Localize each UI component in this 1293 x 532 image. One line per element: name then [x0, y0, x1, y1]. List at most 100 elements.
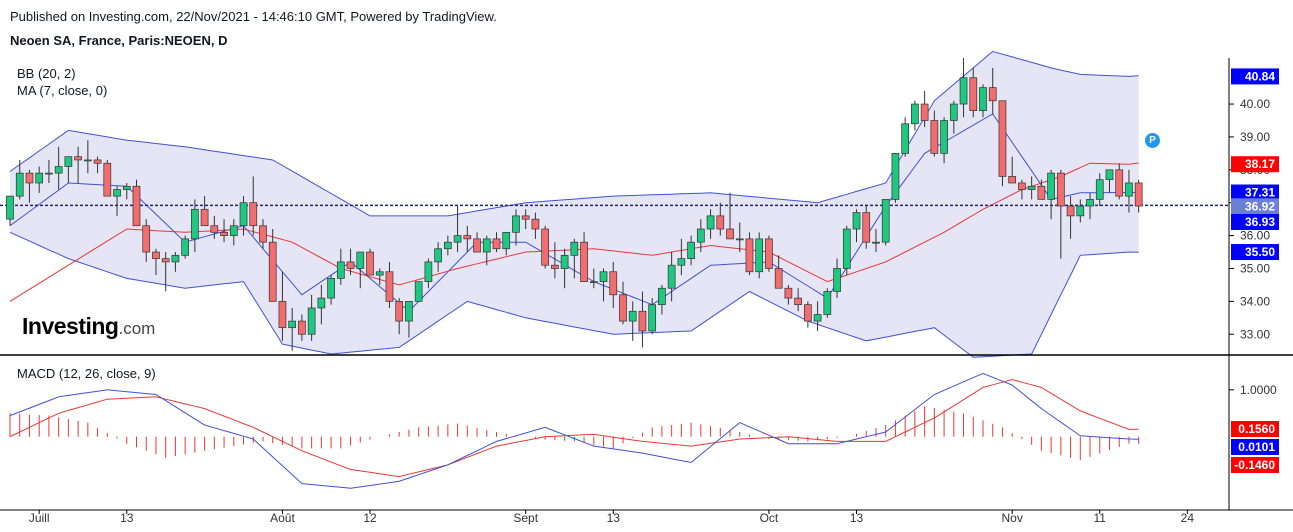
candle — [804, 301, 812, 328]
candle — [424, 258, 433, 289]
candle — [765, 235, 773, 272]
candle — [142, 219, 151, 262]
candle-body — [288, 320, 297, 329]
candle-body — [132, 185, 141, 227]
candle-body — [940, 120, 948, 154]
candle — [327, 275, 335, 305]
candle — [414, 281, 423, 302]
candle-body — [804, 304, 812, 322]
candle-body — [911, 103, 919, 125]
candle — [833, 258, 841, 299]
candle-body — [1095, 179, 1104, 200]
candle-body — [619, 294, 627, 322]
candle — [648, 298, 657, 335]
badge-close: 36.93 — [1231, 214, 1279, 231]
candle — [103, 159, 112, 197]
macd-indicator-label[interactable]: MACD (12, 26, close, 9) — [17, 366, 156, 381]
marker-p-icon[interactable]: P — [1145, 133, 1160, 148]
candle-body — [599, 271, 608, 282]
candle — [375, 268, 384, 285]
candle-body — [93, 159, 102, 164]
candle — [521, 209, 530, 230]
candle-body — [696, 228, 705, 243]
candle-body — [784, 287, 793, 299]
candle — [1037, 179, 1046, 200]
badge-bb-basis-text: 37.31 — [1245, 186, 1275, 200]
candle — [949, 100, 958, 134]
candle-body — [833, 268, 841, 292]
candle-body — [901, 123, 910, 154]
candle — [930, 110, 939, 157]
candle-body — [541, 228, 550, 266]
badge-bb-basis-bg — [1231, 184, 1279, 201]
candle-body — [628, 310, 637, 322]
candle — [979, 84, 987, 118]
badge-signal: 0.1560 — [1231, 421, 1279, 437]
candle — [288, 307, 297, 351]
candle — [1076, 199, 1085, 223]
badge-signal-bg — [1231, 421, 1279, 437]
candle — [580, 232, 588, 282]
time-tick-label: 13 — [607, 511, 621, 525]
candle-body — [560, 254, 569, 269]
badge-signal-text: 0.1560 — [1238, 422, 1275, 436]
candle — [1008, 156, 1017, 184]
bb-indicator-label[interactable]: BB (20, 2) — [17, 66, 76, 81]
time-tick-label: Nov — [1002, 511, 1023, 525]
candle — [531, 212, 540, 239]
candle-body — [278, 301, 287, 329]
candle — [74, 146, 82, 183]
candle-body — [1047, 172, 1055, 200]
candle-body — [385, 271, 394, 302]
candle-body — [930, 120, 939, 154]
ma-indicator-label[interactable]: MA (7, close, 0) — [17, 83, 108, 98]
candle — [161, 252, 170, 292]
candle — [6, 195, 14, 226]
candle — [395, 298, 404, 335]
candle-body — [268, 241, 277, 302]
candle — [132, 179, 141, 227]
candle — [64, 156, 73, 183]
candle — [152, 248, 160, 276]
candle — [463, 225, 472, 253]
candle — [1086, 192, 1094, 220]
badge-last-price: 36.92 — [1231, 198, 1279, 215]
candle — [482, 235, 491, 266]
candle-body — [1018, 182, 1026, 190]
candle-body — [181, 238, 189, 256]
candlesticks — [6, 58, 1143, 351]
published-caption: Published on Investing.com, 22/Nov/2021 … — [10, 9, 497, 24]
candle — [307, 294, 316, 341]
candle — [988, 67, 997, 114]
candle — [667, 252, 676, 302]
bb-fill — [10, 51, 1139, 358]
candle — [502, 231, 511, 256]
candle — [200, 196, 209, 227]
candle — [735, 222, 744, 253]
candle — [677, 238, 686, 276]
candle — [278, 271, 287, 341]
candle-body — [891, 153, 900, 200]
candle-body — [521, 215, 530, 220]
time-tick-label: 13 — [120, 511, 134, 525]
candle — [453, 206, 462, 253]
candle-body — [512, 215, 520, 233]
macd-line — [9, 372, 1139, 489]
candle-body — [735, 238, 744, 241]
candle — [268, 229, 277, 302]
candle-body — [171, 254, 180, 263]
candle-body — [881, 199, 890, 243]
candle — [755, 232, 764, 279]
candle — [774, 255, 783, 289]
candle-body — [1066, 205, 1075, 217]
candle-body — [706, 215, 715, 230]
candle — [346, 248, 355, 276]
candle-body — [473, 238, 481, 253]
price-tick-label: 40.00 — [1240, 97, 1270, 111]
candle — [696, 219, 705, 253]
candle-body — [229, 225, 238, 236]
badge-macd: 0.0101 — [1231, 439, 1279, 455]
candle-body — [1134, 182, 1143, 207]
